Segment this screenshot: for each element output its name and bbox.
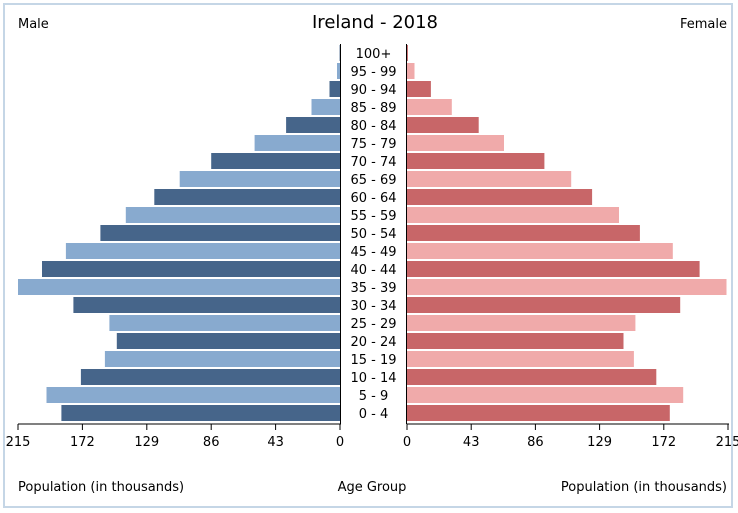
age-group-label: 45 - 49 [350, 245, 396, 260]
male-bar [254, 135, 340, 151]
x-axis-label-center: Age Group [338, 480, 407, 495]
female-bar [407, 171, 572, 187]
age-group-label: 20 - 24 [350, 335, 396, 350]
age-group-label: 50 - 54 [350, 227, 396, 242]
female-bar [407, 243, 673, 259]
female-bar [407, 315, 636, 331]
age-group-label: 30 - 34 [350, 299, 396, 314]
age-group-label: 60 - 64 [350, 191, 396, 206]
female-bar [407, 207, 619, 223]
male-bar [65, 243, 341, 259]
female-bar [407, 99, 452, 115]
female-label: Female [680, 17, 727, 32]
male-bar [42, 261, 340, 277]
female-bar [407, 405, 670, 421]
age-group-label: 75 - 79 [350, 137, 396, 152]
male-bar [116, 333, 340, 349]
x-tick-label-left: 129 [134, 435, 159, 450]
age-group-label: 100+ [356, 47, 392, 62]
male-bar [104, 351, 341, 367]
female-bar [407, 45, 408, 61]
x-tick-label-right: 172 [651, 435, 676, 450]
age-group-label: 65 - 69 [350, 173, 396, 188]
age-group-label: 15 - 19 [350, 353, 396, 368]
x-tick-label-left: 0 [336, 435, 344, 450]
x-axis-label-right: Population (in thousands) [561, 480, 727, 495]
x-tick-label-right: 43 [463, 435, 480, 450]
x-tick-label-left: 215 [6, 435, 31, 450]
male-bar [80, 369, 341, 385]
age-group-label: 5 - 9 [359, 389, 389, 404]
female-bar [407, 261, 700, 277]
female-bar [407, 369, 657, 385]
male-bar [154, 189, 340, 205]
female-bar [407, 351, 634, 367]
male-bar [61, 405, 341, 421]
age-group-label: 10 - 14 [350, 371, 396, 386]
male-bar [100, 225, 341, 241]
age-group-label: 70 - 74 [350, 155, 396, 170]
bars-group [18, 45, 727, 421]
female-bar [407, 279, 727, 295]
x-tick-label-left: 86 [203, 435, 220, 450]
male-bar [211, 153, 340, 169]
female-bar [407, 153, 545, 169]
female-bar [407, 81, 431, 97]
age-group-label: 85 - 89 [350, 101, 396, 116]
male-bar [73, 297, 341, 313]
male-bar [311, 99, 340, 115]
female-bar [407, 135, 504, 151]
x-tick-label-right: 0 [403, 435, 411, 450]
x-axis-label-left: Population (in thousands) [18, 480, 184, 495]
age-labels-group: 0 - 4 5 - 9 10 - 14 15 - 19 20 - 24 25 - 29 30… [350, 47, 396, 422]
age-group-label: 95 - 99 [350, 65, 396, 80]
x-tick-label-left: 172 [70, 435, 95, 450]
x-tick-label-left: 43 [267, 435, 284, 450]
female-bar [407, 189, 593, 205]
axes-group: 215 172 129 86 43 0 0 43 86 129 172 215 [6, 44, 738, 450]
male-bar [337, 63, 340, 79]
age-group-label: 40 - 44 [350, 263, 396, 278]
age-group-label: 90 - 94 [350, 83, 396, 98]
male-bar [179, 171, 340, 187]
age-group-label: 35 - 39 [350, 281, 396, 296]
male-bar [18, 279, 340, 295]
x-tick-label-right: 215 [716, 435, 738, 450]
chart-title: Ireland - 2018 [312, 12, 438, 33]
male-bar [109, 315, 341, 331]
female-bar [407, 387, 684, 403]
age-group-label: 25 - 29 [350, 317, 396, 332]
age-group-label: 0 - 4 [359, 407, 389, 422]
male-bar [286, 117, 340, 133]
age-group-label: 55 - 59 [350, 209, 396, 224]
female-bar [407, 297, 681, 313]
x-tick-label-right: 129 [587, 435, 612, 450]
female-bar [407, 225, 640, 241]
female-bar [407, 117, 479, 133]
x-tick-label-right: 86 [527, 435, 544, 450]
male-bar [329, 81, 340, 97]
male-bar [46, 387, 340, 403]
male-label: Male [18, 17, 49, 32]
age-group-label: 80 - 84 [350, 119, 396, 134]
female-bar [407, 63, 415, 79]
female-bar [407, 333, 624, 349]
male-bar [125, 207, 340, 223]
